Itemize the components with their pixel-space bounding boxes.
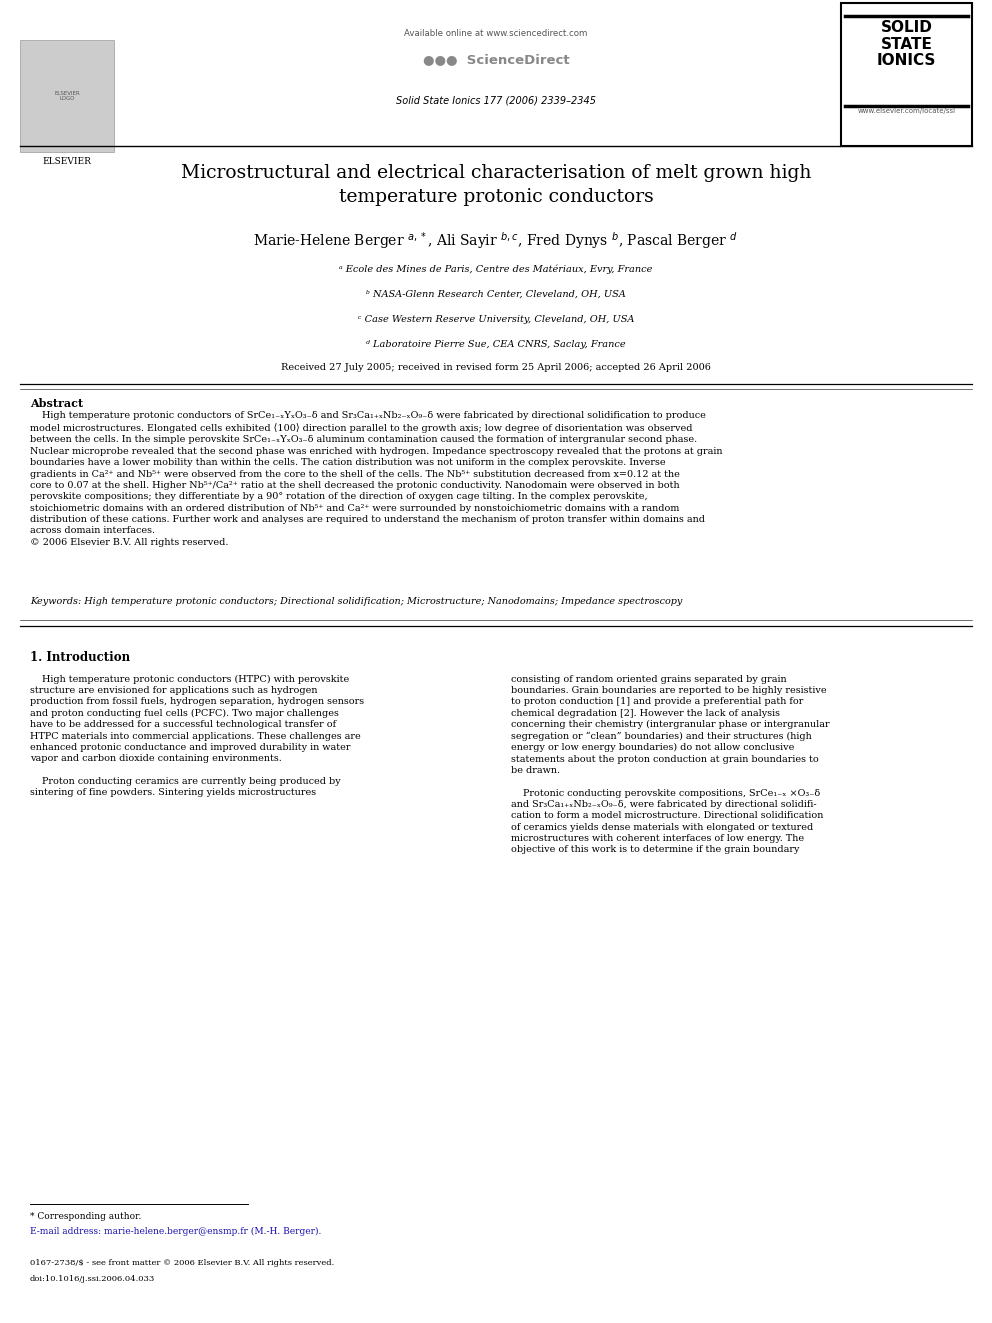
Text: ᵇ NASA-Glenn Research Center, Cleveland, OH, USA: ᵇ NASA-Glenn Research Center, Cleveland,…	[366, 290, 626, 299]
Text: Received 27 July 2005; received in revised form 25 April 2006; accepted 26 April: Received 27 July 2005; received in revis…	[281, 363, 711, 372]
Text: ᶜ Case Western Reserve University, Cleveland, OH, USA: ᶜ Case Western Reserve University, Cleve…	[358, 315, 634, 324]
Text: Keywords: High temperature protonic conductors; Directional solidification; Micr: Keywords: High temperature protonic cond…	[30, 597, 682, 606]
Text: www.elsevier.com/locate/ssi: www.elsevier.com/locate/ssi	[858, 108, 955, 115]
Text: ELSEVIER: ELSEVIER	[43, 157, 91, 167]
Text: 1. Introduction: 1. Introduction	[30, 651, 130, 664]
Text: E-mail address: marie-helene.berger@ensmp.fr (M.-H. Berger).: E-mail address: marie-helene.berger@ensm…	[30, 1226, 321, 1236]
Text: ᵃ Ecole des Mines de Paris, Centre des Matériaux, Evry, France: ᵃ Ecole des Mines de Paris, Centre des M…	[339, 265, 653, 274]
Text: ᵈ Laboratoire Pierre Sue, CEA CNRS, Saclay, France: ᵈ Laboratoire Pierre Sue, CEA CNRS, Sacl…	[366, 340, 626, 349]
Text: Abstract: Abstract	[30, 398, 83, 409]
Text: doi:10.1016/j.ssi.2006.04.033: doi:10.1016/j.ssi.2006.04.033	[30, 1275, 155, 1283]
Text: consisting of random oriented grains separated by grain
boundaries. Grain bounda: consisting of random oriented grains sep…	[511, 675, 829, 855]
Text: High temperature protonic conductors (HTPC) with perovskite
structure are envisi: High temperature protonic conductors (HT…	[30, 675, 364, 798]
FancyBboxPatch shape	[20, 40, 114, 152]
Text: High temperature protonic conductors of SrCe₁₋ₓYₓO₃₋δ and Sr₃Ca₁₊ₓNb₂₋ₓO₉₋δ were: High temperature protonic conductors of …	[30, 411, 722, 546]
Text: Solid State Ionics 177 (2006) 2339–2345: Solid State Ionics 177 (2006) 2339–2345	[396, 95, 596, 106]
Text: Marie-Helene Berger $^{a,*}$, Ali Sayir $^{b,c}$, Fred Dynys $^{b}$, Pascal Berg: Marie-Helene Berger $^{a,*}$, Ali Sayir …	[254, 230, 738, 251]
Text: Microstructural and electrical characterisation of melt grown high
temperature p: Microstructural and electrical character…	[181, 164, 811, 206]
FancyBboxPatch shape	[841, 3, 972, 146]
Text: Available online at www.sciencedirect.com: Available online at www.sciencedirect.co…	[405, 29, 587, 38]
Text: 0167-2738/$ - see front matter © 2006 Elsevier B.V. All rights reserved.: 0167-2738/$ - see front matter © 2006 El…	[30, 1259, 334, 1267]
Text: SOLID
STATE
IONICS: SOLID STATE IONICS	[877, 20, 936, 69]
Text: * Corresponding author.: * Corresponding author.	[30, 1212, 141, 1221]
Text: ELSEVIER
LOGO: ELSEVIER LOGO	[55, 90, 79, 102]
Text: ●●●  ScienceDirect: ●●● ScienceDirect	[423, 53, 569, 66]
